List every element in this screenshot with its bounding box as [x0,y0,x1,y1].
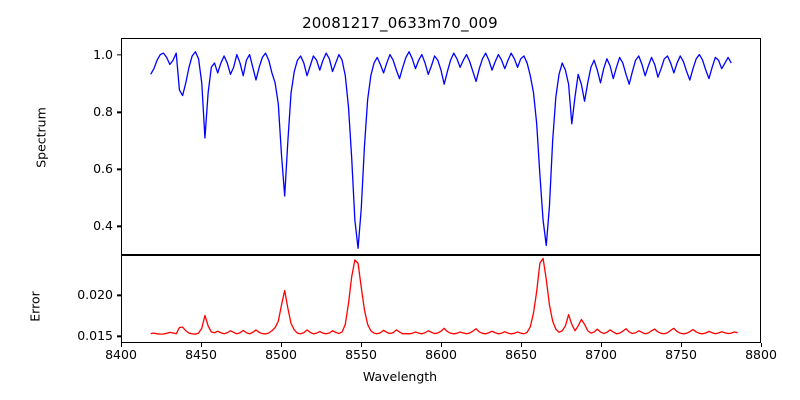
wavelength-axis-label: Wavelength [362,369,438,384]
spectrum-line-plot [122,39,760,254]
wavelength-tick-mark [681,343,683,347]
spectrum-ytick-label: 0.8 [93,103,113,119]
wavelength-tick-label: 8500 [265,347,297,362]
wavelength-tick-mark [201,343,203,347]
error-trace [151,258,738,334]
wavelength-tick-mark [601,343,603,347]
wavelength-tick-mark [441,343,443,347]
spectrum-ytick-mark [117,54,121,56]
spectrum-ytick-label: 0.6 [93,161,113,177]
wavelength-tick-label: 8600 [425,347,457,362]
wavelength-tick-mark [361,343,363,347]
error-line-plot [122,256,760,342]
spectrum-axis-label: Spectrum [33,107,49,168]
error-ytick-label: 0.020 [77,287,113,303]
wavelength-tick-mark [281,343,283,347]
spectrum-ytick-mark [117,225,121,228]
wavelength-tick-mark [521,343,523,347]
wavelength-tick-label: 8550 [345,347,377,362]
wavelength-tick-label: 8450 [185,347,217,362]
spectrum-ytick-label: 0.4 [93,218,113,234]
wavelength-tick-label: 8800 [745,347,777,362]
error-panel [121,255,761,343]
error-axis-label: Error [27,291,43,322]
error-ytick-mark [117,294,121,296]
error-ytick-label: 0.015 [77,328,113,344]
wavelength-tick-label: 8650 [505,347,537,362]
wavelength-tick-mark [121,343,123,347]
error-ytick-mark [117,335,121,338]
wavelength-tick-label: 8400 [105,347,137,362]
wavelength-tick-label: 8700 [585,347,617,362]
figure-title: 20081217_0633m70_009 [302,14,498,32]
spectrum-panel [121,38,761,255]
spectrum-ytick-mark [117,111,121,113]
spectrum-trace [151,52,732,249]
wavelength-tick-label: 8750 [665,347,697,362]
wavelength-tick-mark [761,343,763,347]
spectrum-ytick-label: 1.0 [93,46,113,62]
spectrum-ytick-mark [117,168,121,170]
